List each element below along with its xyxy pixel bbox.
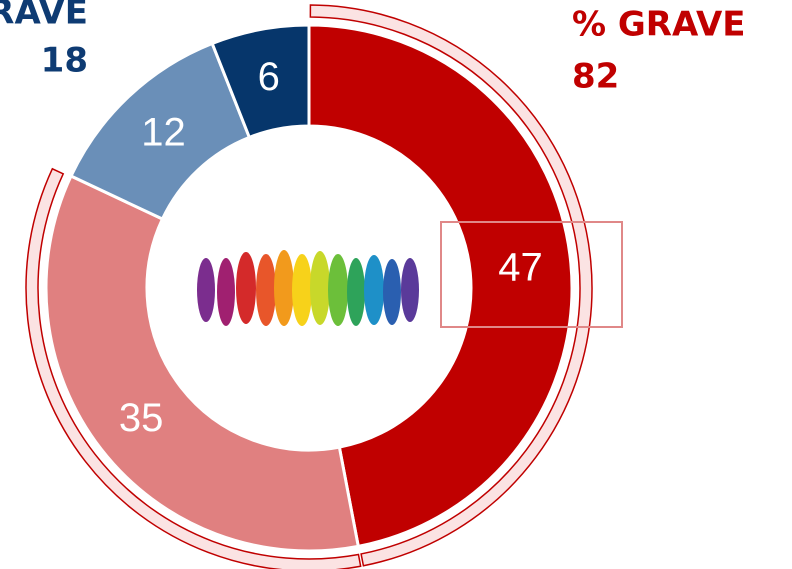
ring [25, 4, 593, 569]
segments: 47 35 12 6 [44, 23, 574, 553]
outer-ring-arc [309, 4, 593, 567]
runners-icon [197, 250, 419, 326]
outer-ring-arc [25, 167, 362, 569]
left-header-value: 18 [41, 41, 88, 81]
donut-segment [44, 174, 361, 553]
data-label: 6 [258, 55, 280, 99]
donut-segment [307, 23, 574, 549]
highlight-box [440, 221, 623, 328]
data-label: 35 [119, 396, 164, 440]
right-header-value: 82 [572, 57, 619, 97]
left-header-title: RAVE [0, 0, 88, 33]
data-label: 12 [141, 111, 186, 155]
data-label: 47 [498, 246, 543, 290]
right-header-title: % GRAVE [572, 5, 746, 45]
donut-segment [210, 23, 311, 140]
